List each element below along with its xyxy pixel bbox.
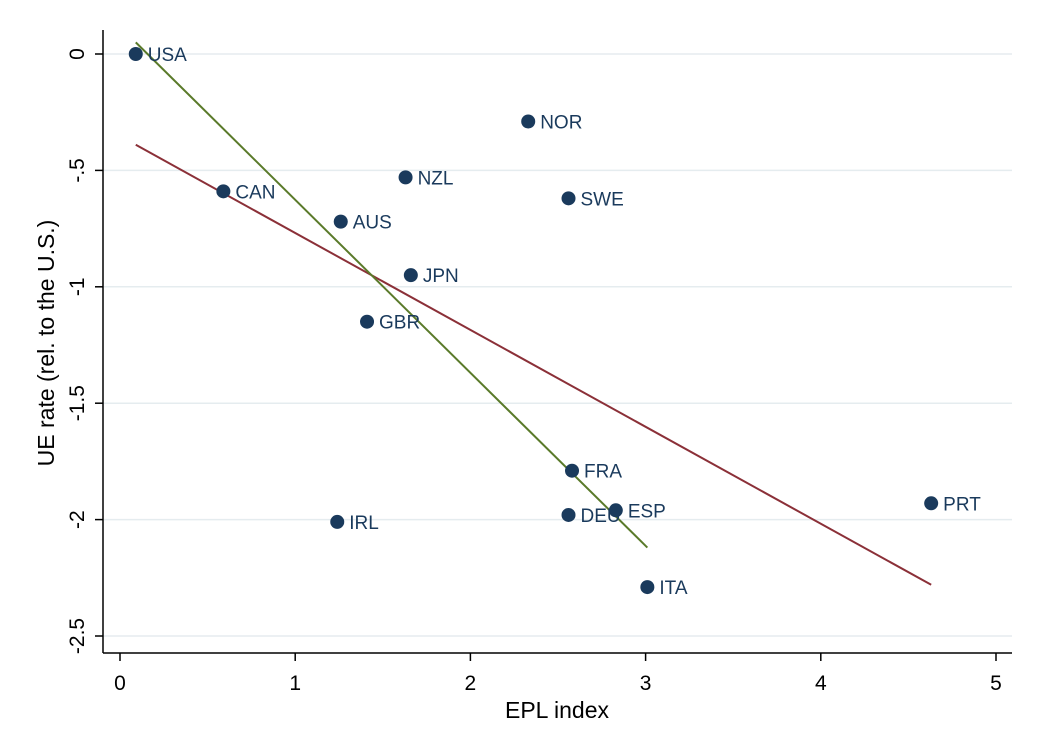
x-tick-label: 4 (815, 672, 827, 695)
y-axis-title: UE rate (rel. to the U.S.) (33, 220, 59, 467)
fit-line (135, 41, 649, 549)
point-label-irl: IRL (349, 513, 379, 534)
fit-line (135, 143, 932, 586)
data-point-swe (561, 191, 576, 206)
point-label-usa: USA (148, 45, 187, 66)
fit-lines (135, 41, 932, 586)
point-label-fra: FRA (584, 462, 622, 483)
data-point-aus (333, 214, 348, 229)
x-tick-label: 3 (640, 672, 652, 695)
y-tick-label: 0 (66, 48, 89, 60)
point-label-ita: ITA (659, 578, 687, 599)
data-point-prt (924, 496, 939, 511)
point-label-esp: ESP (628, 501, 666, 522)
x-axis-title: EPL index (505, 697, 609, 723)
data-point-fra (565, 463, 580, 478)
point-label-prt: PRT (943, 494, 981, 515)
data-point-ita (640, 580, 655, 595)
point-label-swe: SWE (581, 189, 624, 210)
x-tick-label: 5 (990, 672, 1002, 695)
data-point-gbr (360, 314, 375, 329)
y-tick-label: -2.5 (66, 618, 89, 654)
data-point-esp (608, 503, 623, 518)
x-tick-label: 0 (114, 672, 126, 695)
y-tick-label: -1.5 (66, 385, 89, 421)
data-point-usa (128, 47, 143, 61)
data-point-can (216, 184, 231, 199)
point-label-aus: AUS (353, 213, 392, 234)
data-point-nzl (398, 170, 413, 185)
point-label-nzl: NZL (418, 168, 454, 189)
data-point-jpn (403, 268, 418, 283)
data-point-irl (330, 514, 345, 529)
data-point-deu (561, 507, 576, 522)
x-tick-label: 2 (465, 672, 477, 695)
y-tick-label: -2 (66, 510, 89, 529)
data-point-nor (521, 114, 536, 129)
y-tick-label: -.5 (66, 158, 89, 183)
point-label-can: CAN (235, 182, 275, 203)
gridlines (103, 53, 1012, 637)
point-label-nor: NOR (540, 113, 582, 134)
y-tick-label: -1 (66, 277, 89, 296)
point-label-gbr: GBR (379, 313, 420, 334)
x-tick-label: 1 (289, 672, 301, 695)
axes: 0 -.5 -1 -1.5 -2 -2.5 0 1 2 3 4 5 (66, 30, 1012, 695)
point-label-jpn: JPN (423, 266, 459, 287)
